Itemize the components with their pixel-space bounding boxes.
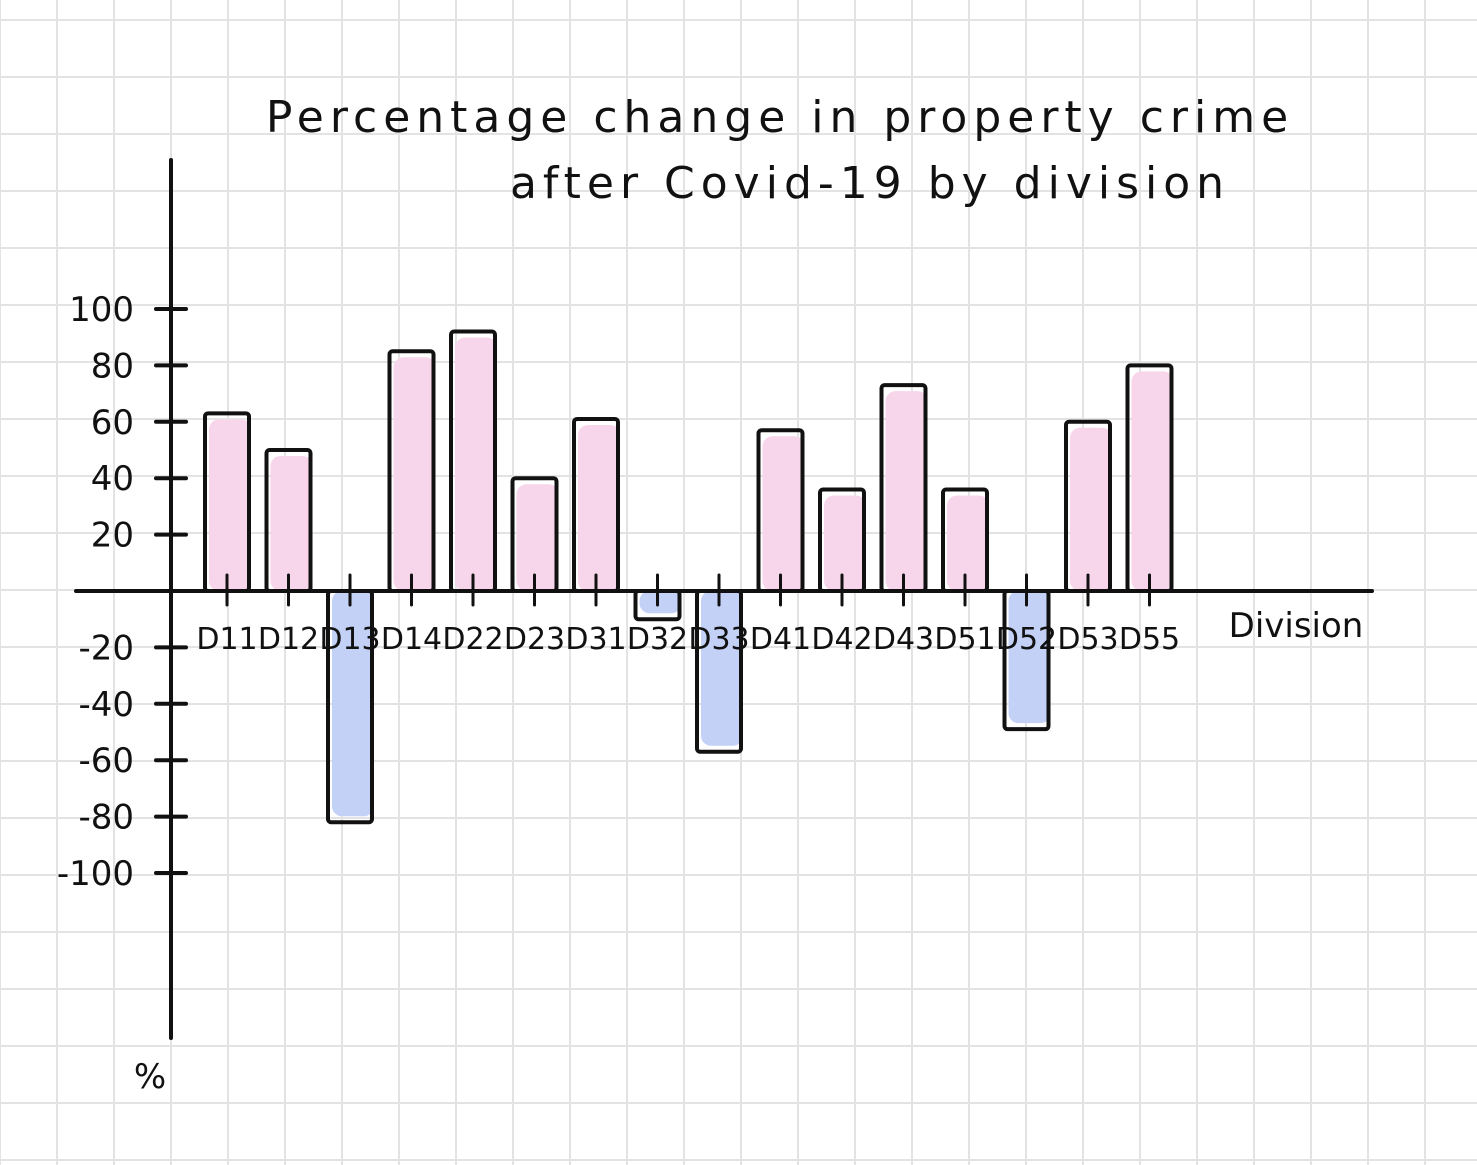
x-tick-label: D42 [811,622,872,657]
bar-fill [393,357,436,591]
x-tick-label: D51 [934,622,995,657]
y-tick-label: -40 [78,685,134,725]
y-tick-label: 100 [69,290,134,330]
bar-fill [516,484,559,591]
bar-fill [1131,371,1174,591]
y-ticks-group: 100 80 60 40 20 -20 -40 -60 -80 -100 [57,290,188,894]
x-tick-label: D11 [196,622,257,657]
axes-group [74,158,1374,1040]
y-tick-label: -80 [78,798,134,838]
bar-fill [824,495,866,591]
bar-fill [639,591,682,614]
x-axis-title: Division [1229,606,1364,646]
x-tick-label: D31 [565,622,626,657]
x-tick-label: D41 [750,622,811,657]
y-tick-label: 60 [91,403,134,443]
chart-title-line1: Percentage change in property crime [266,92,1294,143]
x-tick-label: D43 [873,622,934,657]
bar-fill [1008,591,1051,724]
bar-fill [270,456,313,591]
y-tick-label: -20 [78,628,134,668]
y-tick-label: -60 [78,741,134,781]
y-tick-label: 40 [91,459,134,499]
x-tick-label: D13 [319,622,380,657]
x-tick-label: D55 [1119,622,1180,657]
bar-fill [578,424,620,591]
bar-fill [947,495,989,591]
y-axis-title: % [134,1057,166,1097]
x-tick-label: D12 [258,622,319,657]
x-tick-label: D32 [627,622,688,657]
y-tick-label: 80 [91,346,134,386]
bar-fill [762,436,805,591]
bar-fill [455,337,497,591]
x-tick-label: D22 [442,622,503,657]
x-tick-label: D23 [504,622,565,657]
x-ticks-group: D11 D12 D13 D14 D22 D23 D31 D32 D33 D41 D42 D43 D51 D… [196,573,1180,657]
y-tick-label: 20 [91,516,134,556]
bar-fill [332,591,374,817]
y-tick-label: -100 [57,854,134,894]
bar-fill [209,419,251,591]
bar-fill [701,591,743,746]
bar-fill [1070,427,1112,591]
x-tick-label: D52 [996,622,1057,657]
x-tick-label: D14 [381,622,442,657]
bar-fill [885,391,928,591]
chart-title-line2: after Covid-19 by division [510,158,1230,209]
x-tick-label: D33 [688,622,749,657]
bars-group [203,329,1174,825]
x-tick-label: D53 [1057,622,1118,657]
